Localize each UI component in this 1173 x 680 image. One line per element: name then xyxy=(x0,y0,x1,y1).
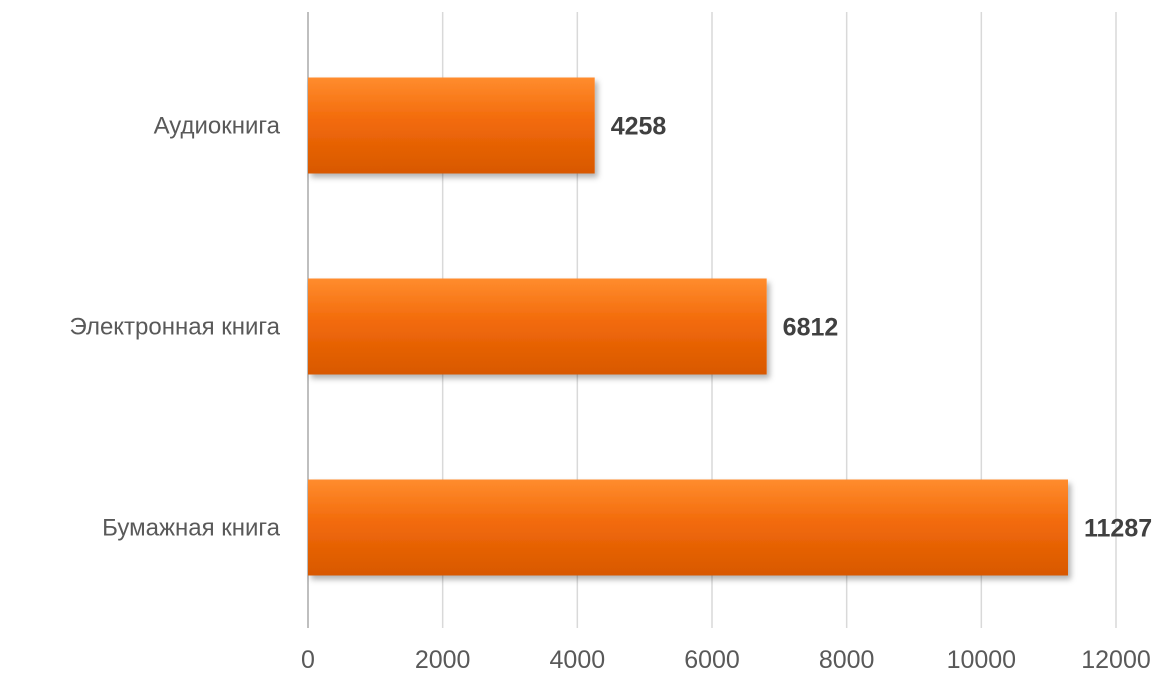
x-tick-label: 10000 xyxy=(947,646,1017,674)
bars xyxy=(308,77,1068,576)
x-tick-label: 12000 xyxy=(1081,646,1151,674)
category-axis-labels: Аудиокнига Электронная книга Бумажная книг… xyxy=(69,113,280,542)
bar xyxy=(308,479,1068,576)
x-tick-label: 2000 xyxy=(415,646,471,674)
category-label: Электронная книга xyxy=(69,314,280,341)
data-labels: 4258 6812 11287 xyxy=(611,113,1152,543)
x-tick-label: 8000 xyxy=(819,646,875,674)
data-label: 6812 xyxy=(783,314,839,342)
x-tick-label: 0 xyxy=(301,646,315,674)
data-label: 11287 xyxy=(1084,515,1152,543)
bar xyxy=(308,278,767,375)
x-axis-tick-labels: 0 2000 4000 6000 8000 10000 12000 xyxy=(301,646,1151,674)
category-label: Бумажная книга xyxy=(102,515,281,542)
x-tick-label: 6000 xyxy=(684,646,740,674)
bar xyxy=(308,77,595,174)
data-label: 4258 xyxy=(611,113,667,141)
x-tick-label: 4000 xyxy=(550,646,606,674)
category-label: Аудиокнига xyxy=(154,113,281,140)
